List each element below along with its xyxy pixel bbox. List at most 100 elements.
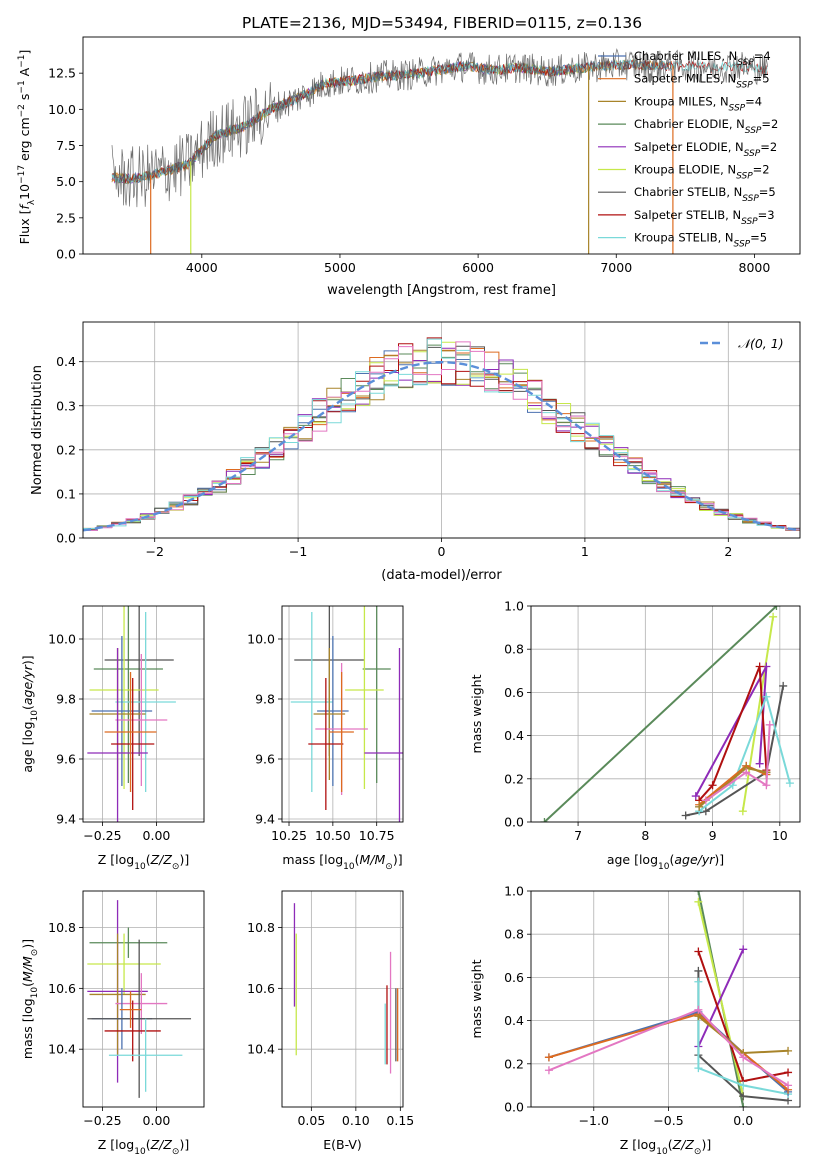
y-tick-label: 0.0 bbox=[504, 815, 524, 830]
axes-spectrum: 4000 5000 6000 7000 8000 0.0 2.5 5.0 7.5 10.0 12.5… bbox=[17, 36, 801, 298]
x-tick-label: −0.5 bbox=[653, 1113, 683, 1128]
axes-mass-vs-Z: −0.25 0.00 10.4 10.6 10.8 Z [log10(Z/Z⊙)] mass… bbox=[20, 890, 205, 1157]
y-tick-label: 0.4 bbox=[56, 354, 76, 369]
panel-xlabel: Z [log10(Z/Z⊙)] bbox=[98, 852, 189, 872]
weight-marker bbox=[742, 768, 751, 777]
y-tick-label: 0.8 bbox=[504, 642, 524, 657]
y-tick-label: 5.0 bbox=[56, 174, 76, 189]
y-tick-label: 7.5 bbox=[56, 138, 76, 153]
legend-entry: Chabrier ELODIE, NSSP=2 bbox=[634, 117, 778, 136]
errorbar-points bbox=[87, 606, 176, 822]
weight-marker bbox=[701, 807, 710, 816]
errorbar-points bbox=[290, 606, 403, 822]
panel-ylabel: mass weight bbox=[469, 959, 484, 1038]
weight-series-line bbox=[698, 666, 768, 802]
x-tick-label: 0 bbox=[438, 544, 446, 559]
axes-weight-vs-Z: −1.0 −0.5 0.0 0.0 0.2 0.4 0.6 0.8 1.0 Z [log10(Z/… bbox=[469, 884, 801, 1157]
x-tick-label: 8000 bbox=[739, 260, 771, 275]
weight-marker bbox=[784, 1046, 793, 1055]
y-tick-label: 9.4 bbox=[56, 812, 76, 827]
weight-marker bbox=[739, 1081, 748, 1090]
spectrum-ylabel: Flux [fλ10−17 erg cm−2 s−1 A−1] bbox=[17, 50, 37, 245]
x-tick-label: 4000 bbox=[186, 260, 218, 275]
weight-lines bbox=[540, 606, 794, 822]
weight-marker bbox=[694, 966, 703, 975]
x-tick-label: 1 bbox=[581, 544, 589, 559]
x-tick-label: 6000 bbox=[462, 260, 494, 275]
x-tick-label: 0.00 bbox=[143, 828, 171, 843]
x-tick-label: 7000 bbox=[600, 260, 632, 275]
weight-marker bbox=[765, 720, 774, 729]
y-tick-label: 1.0 bbox=[504, 599, 524, 614]
weight-marker bbox=[694, 977, 703, 986]
spectrum-xlabel: wavelength [Angstrom, rest frame] bbox=[327, 283, 556, 298]
y-tick-label: 0.4 bbox=[504, 728, 524, 743]
weight-series-line bbox=[697, 948, 745, 1047]
y-tick-label: 0.3 bbox=[56, 398, 76, 413]
normal-curve bbox=[83, 360, 800, 532]
y-tick-label: 0.4 bbox=[504, 1013, 524, 1028]
x-tick-label: 8 bbox=[641, 828, 649, 843]
axes-frame bbox=[281, 605, 404, 823]
legend-entry: Kroupa MILES, NSSP=4 bbox=[634, 94, 762, 113]
axes-frame bbox=[281, 890, 404, 1108]
hist-ylabel: Normed distribution bbox=[30, 365, 45, 495]
axes-residuals: −2 −1 0 1 2 0.0 0.1 0.2 0.3 0.4 𝒩(0, 1) (data-model… bbox=[30, 321, 801, 583]
weight-marker bbox=[784, 1068, 793, 1077]
x-tick-label: −1.0 bbox=[579, 1113, 609, 1128]
weight-marker bbox=[701, 796, 710, 805]
histogram-steps bbox=[83, 337, 800, 532]
weight-marker bbox=[784, 1081, 793, 1090]
y-tick-label: 9.4 bbox=[255, 812, 275, 827]
histogram-series-step bbox=[83, 337, 800, 531]
weight-series-line bbox=[741, 616, 775, 812]
x-tick-label: −2 bbox=[145, 544, 163, 559]
histogram-series-step bbox=[83, 338, 800, 531]
y-tick-label: 0.0 bbox=[56, 247, 76, 262]
y-tick-label: 10.0 bbox=[48, 632, 76, 647]
axes-age-vs-mass: 10.25 10.50 10.75 9.4 9.6 9.8 10.0 mass [log10(… bbox=[247, 605, 404, 872]
weight-marker bbox=[544, 1066, 553, 1075]
errorbar-points bbox=[87, 900, 192, 1098]
weight-marker bbox=[708, 781, 717, 790]
legend-entry: Kroupa STELIB, NSSP=5 bbox=[634, 231, 767, 250]
y-tick-label: 10.8 bbox=[48, 920, 76, 935]
weight-marker bbox=[769, 612, 778, 621]
y-tick-label: 0.8 bbox=[504, 927, 524, 942]
weight-series-line bbox=[543, 606, 778, 822]
legend-entry: Chabrier MILES, NSSP=4 bbox=[634, 49, 771, 68]
x-tick-label: 9 bbox=[709, 828, 717, 843]
panel-ylabel: age [log10(age/yr)] bbox=[20, 655, 40, 772]
x-tick-label: 5000 bbox=[324, 260, 356, 275]
y-tick-label: 10.0 bbox=[247, 632, 275, 647]
y-tick-label: 10.4 bbox=[247, 1042, 275, 1057]
panel-ylabel: mass [log10(M/M⊙)] bbox=[20, 939, 40, 1059]
legend-entry: Salpeter ELODIE, NSSP=2 bbox=[634, 140, 777, 159]
x-tick-label: 10 bbox=[772, 828, 788, 843]
panel-ylabel: mass weight bbox=[469, 674, 484, 753]
y-tick-label: 9.8 bbox=[255, 692, 275, 707]
y-tick-label: 10.6 bbox=[48, 981, 76, 996]
weight-marker bbox=[779, 681, 788, 690]
weight-marker bbox=[695, 802, 704, 811]
weight-marker bbox=[739, 945, 748, 954]
weight-marker bbox=[738, 807, 747, 816]
axes-frame bbox=[82, 890, 205, 1108]
weight-series-line bbox=[705, 724, 771, 802]
legend-entry: Chabrier STELIB, NSSP=5 bbox=[634, 185, 776, 204]
weight-marker bbox=[739, 1103, 748, 1107]
axes-frame bbox=[82, 321, 801, 539]
x-tick-label: 0.15 bbox=[386, 1113, 414, 1128]
y-tick-label: 0.2 bbox=[504, 771, 524, 786]
x-tick-label: 10.25 bbox=[271, 828, 307, 843]
y-tick-label: 10.6 bbox=[247, 981, 275, 996]
weight-marker bbox=[694, 947, 703, 956]
y-tick-label: 10.0 bbox=[48, 102, 76, 117]
weight-marker bbox=[694, 1005, 703, 1014]
axes-mass-vs-ebv: 0.05 0.10 0.15 10.4 10.6 10.8 E(B-V) bbox=[247, 890, 414, 1152]
weight-marker bbox=[785, 779, 794, 788]
x-tick-label: 0.0 bbox=[733, 1113, 753, 1128]
weight-marker bbox=[540, 818, 549, 822]
weight-series-line bbox=[698, 693, 791, 812]
spectrum-lines bbox=[111, 48, 769, 254]
